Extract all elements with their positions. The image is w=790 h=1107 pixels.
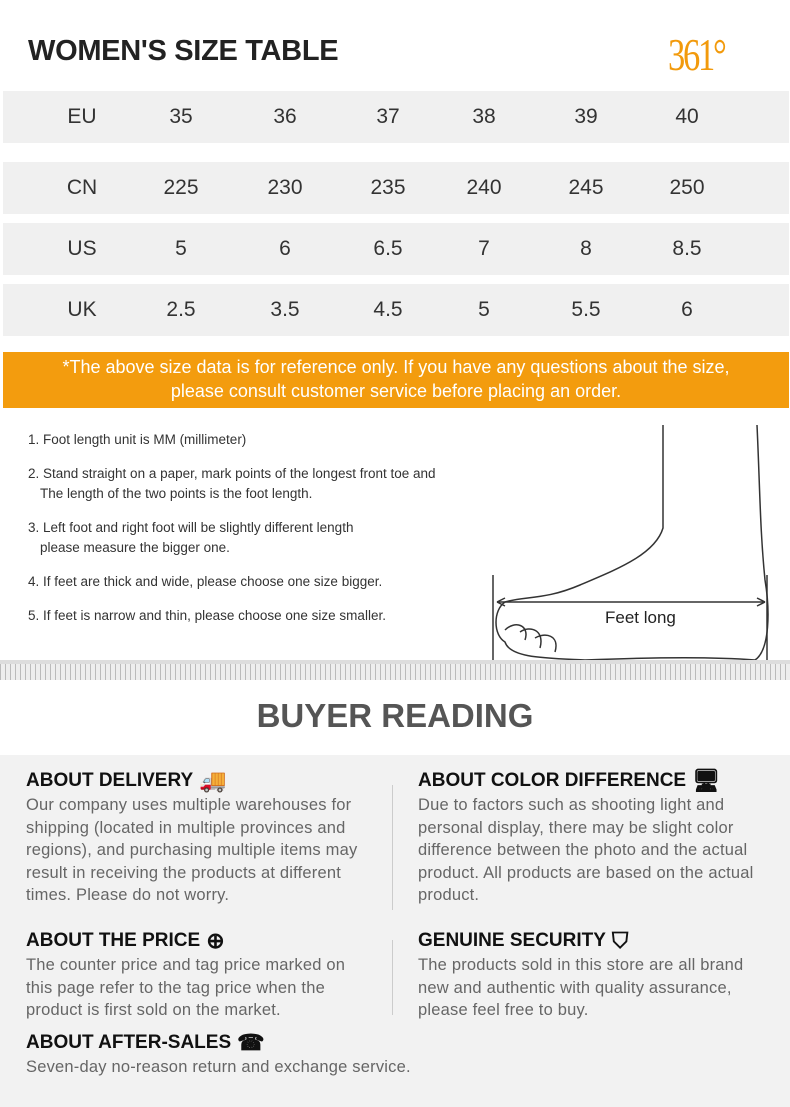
measuring-tips: 1. Foot length unit is MM (millimeter) 2… [28, 430, 436, 640]
size-cell: 36 [273, 105, 297, 128]
price-section: ABOUT THE PRICE ⊕ The counter price and t… [26, 928, 356, 1022]
after-sales-section: ABOUT AFTER-SALES ☎ Seven-day no-reason r… [26, 1030, 626, 1079]
size-cell: 2.5 [166, 298, 196, 321]
size-cell: 6 [279, 237, 291, 260]
section-text: The products sold in this store are all … [418, 956, 744, 1019]
size-cell: 245 [568, 176, 604, 199]
size-row-cn: CN 225 230 235 240 245 250 [3, 162, 789, 214]
delivery-section: ABOUT DELIVERY 🚚 Our company uses multipl… [26, 768, 386, 907]
tip: 5. If feet is narrow and thin, please ch… [28, 608, 386, 623]
section-title: ABOUT THE PRICE [26, 930, 201, 951]
size-cell: 235 [370, 176, 406, 199]
notice-line: please consult customer service before p… [170, 381, 622, 401]
tip: 4. If feet are thick and wide, please ch… [28, 574, 383, 589]
section-text: Our company uses multiple warehouses for… [26, 796, 358, 904]
section-text: Seven-day no-reason return and exchange … [26, 1058, 411, 1076]
buyer-reading-panel [0, 755, 790, 1107]
monitor-icon: 🖥 [692, 768, 721, 793]
size-cell: 7 [478, 237, 490, 260]
divider [392, 940, 393, 1015]
foot-diagram: Feet long [492, 424, 769, 661]
size-cell: 39 [574, 105, 598, 128]
size-cell: 225 [163, 176, 199, 199]
size-row-us: US 5 6 6.5 7 8 8.5 [3, 223, 789, 275]
tip-line: 2. Stand straight on a paper, mark point… [28, 466, 436, 481]
size-cell: 5.5 [571, 298, 601, 321]
tip: 2. Stand straight on a paper, mark point… [28, 464, 436, 504]
buyer-reading-title: BUYER READING [256, 697, 534, 734]
brand-logo: 361° [668, 29, 727, 80]
diagram-label: Feet long [605, 608, 676, 627]
phone-icon: ☎ [237, 1030, 265, 1055]
size-row-uk: UK 2.5 3.5 4.5 5 5.5 6 [3, 284, 789, 336]
section-title: GENUINE SECURITY [418, 930, 606, 951]
size-row-eu: EU 35 36 37 38 39 40 [3, 91, 789, 143]
section-title: ABOUT DELIVERY [26, 770, 194, 791]
size-system-label: UK [67, 298, 97, 321]
size-system-label: US [67, 237, 97, 260]
size-cell: 37 [376, 105, 400, 128]
divider [392, 785, 393, 910]
ruler [0, 660, 790, 680]
size-cell: 8.5 [672, 237, 702, 260]
tip: 1. Foot length unit is MM (millimeter) [28, 432, 247, 447]
color-difference-section: ABOUT COLOR DIFFERENCE 🖥 Due to factors s… [418, 768, 778, 907]
size-cell: 6 [681, 298, 693, 321]
section-title: ABOUT COLOR DIFFERENCE [418, 770, 687, 791]
size-system-label: CN [66, 176, 98, 199]
size-cell: 40 [675, 105, 699, 128]
size-cell: 250 [669, 176, 705, 199]
tip-line: 3. Left foot and right foot will be slig… [28, 520, 354, 535]
size-cell: 5 [175, 237, 187, 260]
size-cell: 35 [169, 105, 193, 128]
tip: 3. Left foot and right foot will be slig… [28, 518, 436, 558]
size-cell: 38 [472, 105, 496, 128]
size-cell: 3.5 [270, 298, 300, 321]
page-title: WOMEN'S SIZE TABLE [28, 35, 339, 67]
genuine-icon: ⛉ [611, 928, 629, 953]
notice-line: *The above size data is for reference on… [62, 357, 730, 377]
tip-line: please measure the bigger one. [40, 540, 230, 555]
size-system-label: EU [67, 105, 97, 128]
section-text: Due to factors such as shooting light an… [418, 796, 754, 904]
size-notice-banner: *The above size data is for reference on… [3, 352, 789, 408]
section-text: The counter price and tag price marked o… [26, 956, 346, 1019]
truck-icon: 🚚 [199, 768, 227, 793]
size-cell: 240 [466, 176, 502, 199]
size-cell: 4.5 [373, 298, 403, 321]
size-cell: 8 [580, 237, 592, 260]
size-cell: 6.5 [373, 237, 403, 260]
yen-icon: ⊕ [206, 928, 225, 953]
genuine-security-section: GENUINE SECURITY ⛉ The products sold in t… [418, 928, 778, 1022]
size-cell: 5 [478, 298, 490, 321]
section-title: ABOUT AFTER-SALES [26, 1032, 232, 1053]
size-cell: 230 [267, 176, 303, 199]
tip-line: The length of the two points is the foot… [40, 486, 313, 501]
